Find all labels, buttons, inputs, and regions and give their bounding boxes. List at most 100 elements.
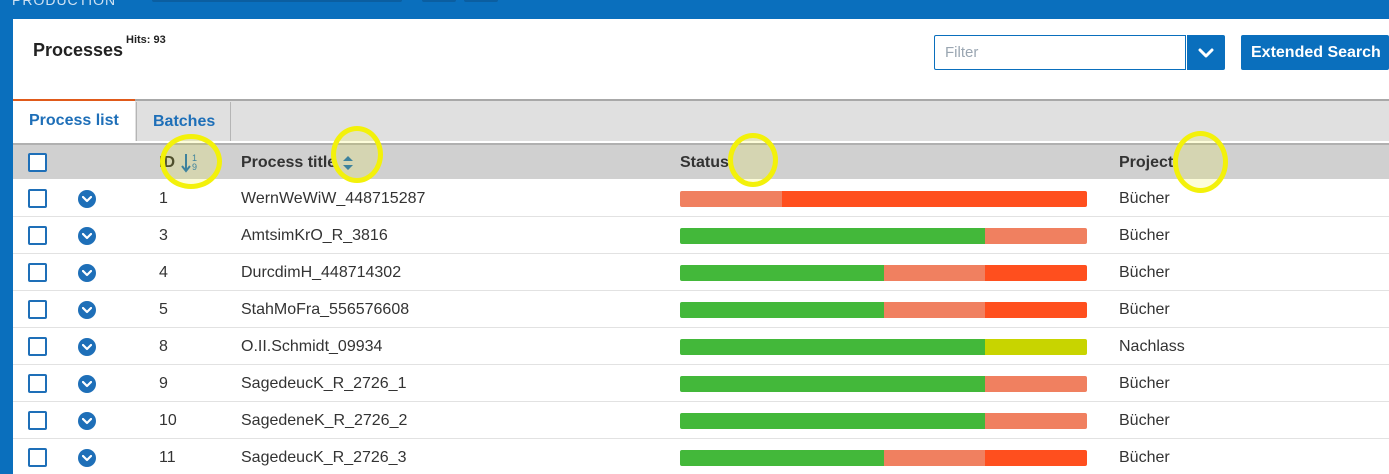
cell-id: 4 [159,263,168,281]
cell-project: Bücher [1119,411,1170,429]
highlight-annotation-title [331,126,383,183]
cell-project: Bücher [1119,263,1170,281]
status-segment [985,302,1087,318]
row-select-checkbox[interactable] [28,300,47,319]
chevron-down-icon [82,343,92,350]
chevron-down-icon [82,417,92,424]
row-expand-button[interactable] [78,264,96,282]
select-all-checkbox[interactable] [28,153,47,172]
row-expand-button[interactable] [78,190,96,208]
cell-id: 5 [159,300,168,318]
hits-count: Hits: 93 [126,34,166,46]
cell-id: 9 [159,374,168,392]
row-expand-button[interactable] [78,412,96,430]
cell-project: Bücher [1119,300,1170,318]
status-segment [680,302,884,318]
row-select-checkbox[interactable] [28,263,47,282]
status-progress-bar[interactable] [680,413,1087,429]
table-row: 3 AmtsimKrO_R_3816 Bücher [13,217,1389,254]
cell-project: Bücher [1119,226,1170,244]
cell-process-title[interactable]: WernWeWiW_448715287 [241,189,426,207]
top-search-field[interactable] [152,0,402,2]
cell-project: Bücher [1119,448,1170,466]
status-segment [985,450,1087,466]
status-progress-bar[interactable] [680,302,1087,318]
table-row: 11 SagedeucK_R_2726_3 Bücher [13,439,1389,474]
cell-id: 3 [159,226,168,244]
column-label-project: Project [1119,154,1174,171]
table-row: 10 SagedeneK_R_2726_2 Bücher [13,402,1389,439]
status-segment [985,265,1087,281]
status-segment [883,265,986,281]
status-segment [680,265,884,281]
status-segment [883,450,986,466]
status-segment [680,413,986,429]
row-expand-button[interactable] [78,227,96,245]
highlight-annotation-project [1173,131,1228,193]
row-select-checkbox[interactable] [28,226,47,245]
filter-dropdown-button[interactable] [1187,35,1225,70]
highlight-annotation-status [728,133,778,187]
tab-process-list[interactable]: Process list [13,99,135,141]
column-label-title: Process title [241,154,337,171]
status-segment [680,191,782,207]
chevron-down-icon [82,380,92,387]
row-select-checkbox[interactable] [28,337,47,356]
row-expand-button[interactable] [78,338,96,356]
status-progress-bar[interactable] [680,376,1087,392]
status-progress-bar[interactable] [680,191,1087,207]
status-progress-bar[interactable] [680,265,1087,281]
column-label-status: Status [680,154,729,171]
chevron-down-icon [82,454,92,461]
table-row: 4 DurcdimH_448714302 Bücher [13,254,1389,291]
tab-bar: Process list Batches [13,99,1389,141]
app-label: PRODUCTION [12,0,117,8]
status-segment [883,302,986,318]
status-segment [985,228,1087,244]
cell-project: Bücher [1119,189,1170,207]
filter-input[interactable] [934,35,1186,70]
panel-header: Processes Hits: 93 Extended Search [13,19,1389,99]
extended-search-button[interactable]: Extended Search [1241,35,1389,70]
row-select-checkbox[interactable] [28,411,47,430]
row-expand-button[interactable] [78,375,96,393]
status-progress-bar[interactable] [680,228,1087,244]
column-header-project[interactable]: Project [1119,145,1173,181]
cell-id: 1 [159,189,168,207]
top-button-2[interactable] [464,0,498,2]
chevron-down-icon [82,195,92,202]
cell-process-title[interactable]: SagedeucK_R_2726_3 [241,448,407,466]
status-segment [985,413,1087,429]
status-segment [680,376,986,392]
cell-process-title[interactable]: StahMoFra_556576608 [241,300,410,318]
cell-process-title[interactable]: SagedeneK_R_2726_2 [241,411,408,429]
status-progress-bar[interactable] [680,339,1087,355]
cell-process-title[interactable]: DurcdimH_448714302 [241,263,402,281]
status-segment [985,339,1087,355]
top-navigation-bar: PRODUCTION [0,0,1389,19]
status-segment [985,376,1087,392]
status-segment [680,450,884,466]
cell-id: 10 [159,411,177,429]
cell-process-title[interactable]: SagedeucK_R_2726_1 [241,374,407,392]
chevron-down-icon [1198,48,1214,57]
row-select-checkbox[interactable] [28,448,47,467]
row-expand-button[interactable] [78,449,96,467]
page-title: Processes [33,40,124,60]
cell-project: Bücher [1119,374,1170,392]
table-row: 5 StahMoFra_556576608 Bücher [13,291,1389,328]
cell-project: Nachlass [1119,337,1185,355]
column-header-status[interactable]: Status [680,145,729,181]
cell-process-title[interactable]: O.II.Schmidt_09934 [241,337,383,355]
top-button-1[interactable] [422,0,456,2]
table-row: 8 O.II.Schmidt_09934 Nachlass [13,328,1389,365]
row-expand-button[interactable] [78,301,96,319]
table-row: 9 SagedeucK_R_2726_1 Bücher [13,365,1389,402]
status-progress-bar[interactable] [680,450,1087,466]
cell-id: 11 [159,448,176,466]
row-select-checkbox[interactable] [28,374,47,393]
row-select-checkbox[interactable] [28,189,47,208]
processes-panel: Processes Hits: 93 Extended Search Proce… [13,19,1389,474]
cell-process-title[interactable]: AmtsimKrO_R_3816 [241,226,388,244]
highlight-annotation-id [160,134,222,189]
